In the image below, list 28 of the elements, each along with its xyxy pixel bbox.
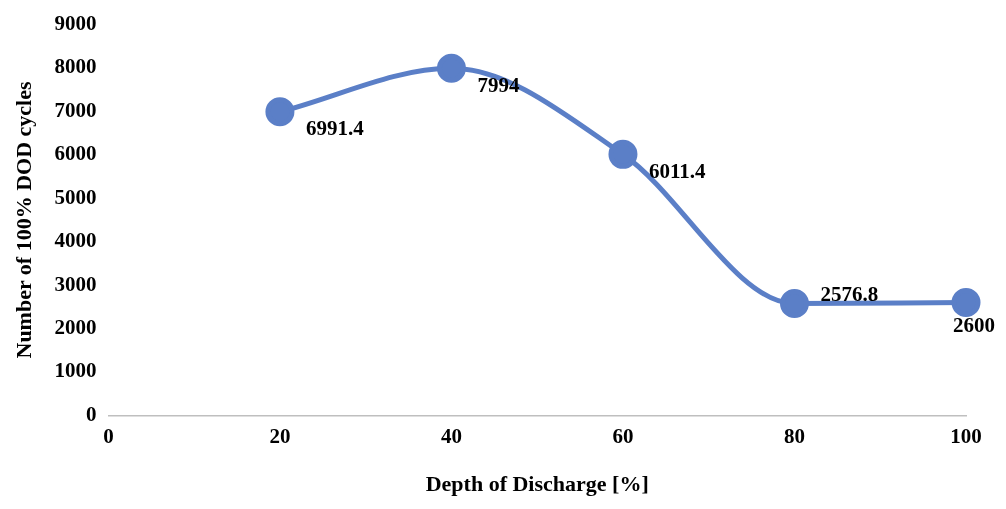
x-tick-label: 100 [950,424,982,449]
y-axis-title: Number of 100% DOD cycles [10,81,36,359]
x-tick-label: 80 [783,424,805,449]
x-tick-label: 20 [269,424,291,449]
y-tick-label: 4000 [54,228,97,253]
x-tick-label: 0 [103,424,114,449]
point [436,53,466,83]
point [608,139,638,169]
y-tick-label: 8000 [54,54,97,79]
x-tick-label: 40 [440,424,462,449]
y-tick-label: 1000 [54,358,97,383]
y-tick-label: 5000 [54,184,97,209]
y-tick-label: 3000 [54,271,97,296]
data-label: 6991.4 [305,116,365,141]
y-tick-label: 2000 [54,314,97,339]
data-label: 2576.8 [820,281,879,306]
data-label: 2600 [953,313,995,338]
data-label: 7994 [477,72,520,97]
x-axis-title: Depth of Discharge [%] [425,471,649,497]
point [265,97,295,127]
y-tick-label: 7000 [54,97,97,122]
point [951,288,981,317]
y-tick-label: 6000 [54,141,97,166]
x-tick-label: 60 [612,424,634,449]
point [779,289,809,319]
y-tick-label: 9000 [54,11,97,36]
data-label: 6011.4 [648,158,707,183]
y-tick-label: 0 [85,401,97,426]
